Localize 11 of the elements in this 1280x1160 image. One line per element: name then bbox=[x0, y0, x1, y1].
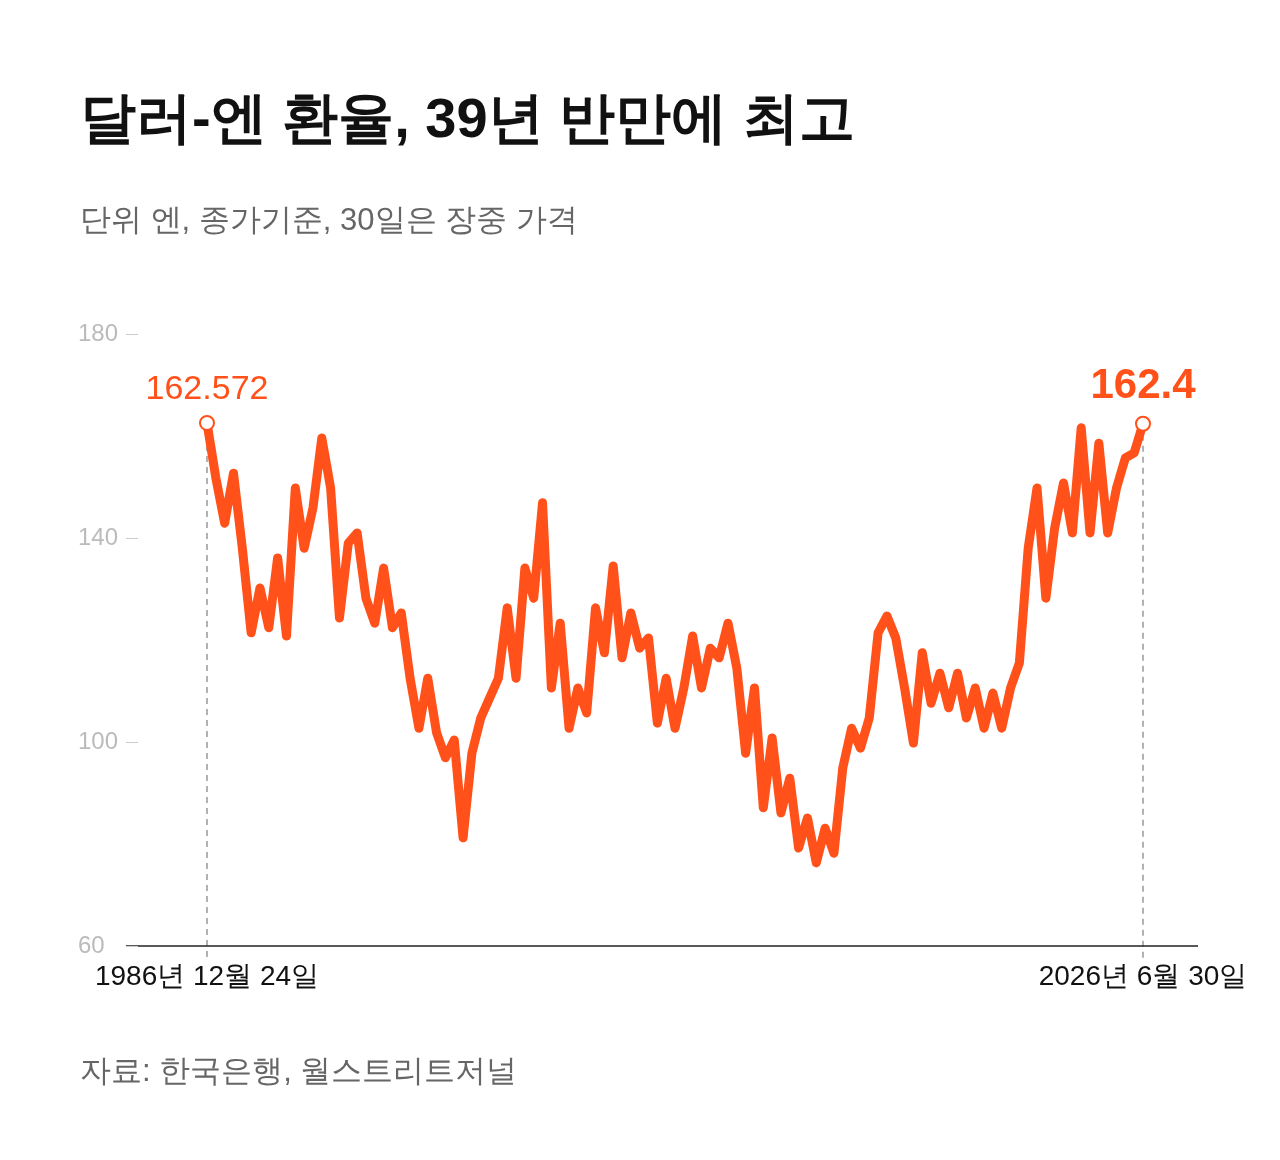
annotation: 162.572 bbox=[145, 368, 269, 407]
chart-title: 달러-엔 환율, 39년 반만에 최고 bbox=[80, 85, 856, 151]
y-tick-label: 140 bbox=[78, 522, 119, 550]
text: 자료: 한국은행, 월스트리트저널 bbox=[80, 1052, 519, 1090]
chart-subtitle: 단위 엔, 종가기준, 30일은 장중 가격 bbox=[80, 201, 579, 239]
y-tick-label: 180 bbox=[78, 318, 119, 346]
x-tick-label: 2026년 6월 30일 bbox=[1038, 959, 1248, 991]
y-tick-label: 60 bbox=[78, 930, 105, 958]
x-tick-label: 1986년 12월 24일 bbox=[94, 959, 320, 991]
annotation: 162.4 bbox=[1090, 360, 1197, 408]
y-tick-label: 100 bbox=[78, 726, 119, 754]
